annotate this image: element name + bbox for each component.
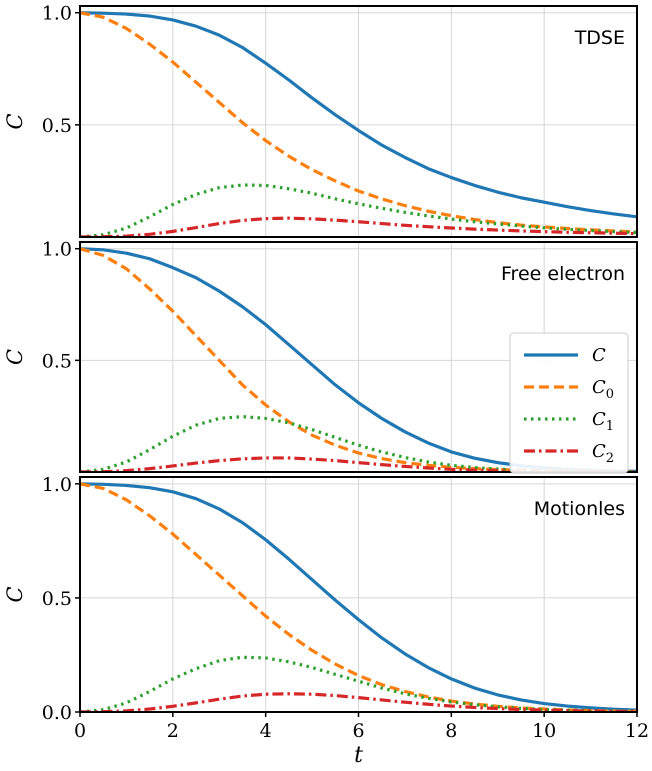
legend-label: C: [592, 345, 606, 366]
x-tick-label: 12: [625, 720, 649, 742]
y-tick-label: 1.0: [42, 239, 72, 261]
y-tick-label: 0.5: [42, 350, 72, 372]
panel-2: 1.0 0.5 0.0 C Motionles: [3, 474, 638, 724]
panel-title: TDSE: [574, 27, 625, 49]
x-tick-label: 2: [167, 720, 179, 742]
series-line-C0: [80, 11, 637, 234]
series-line-C2: [80, 456, 637, 472]
x-tick-label: 8: [445, 720, 457, 742]
series-line-C1: [80, 183, 637, 237]
y-tick-label: 1.0: [42, 474, 72, 496]
series-line-C2: [80, 692, 637, 712]
panel-title: Motionles: [534, 498, 625, 520]
x-tick-label: 0: [74, 720, 86, 742]
series-group: [80, 11, 637, 237]
series-group: [80, 482, 637, 712]
panel-1: 1.0 0.5 C Free electron: [3, 239, 638, 473]
y-axis-label: C: [3, 586, 27, 602]
panel-frame: [79, 5, 638, 238]
legend-label-subscript: 2: [606, 451, 614, 466]
y-tick-label: 0.5: [42, 588, 72, 610]
y-tick-label: 0.5: [42, 115, 72, 137]
y-axis-label: C: [3, 349, 27, 365]
series-line-C2: [80, 216, 637, 237]
series-line-C0: [80, 247, 637, 472]
x-tick-label: 6: [352, 720, 364, 742]
legend-label-subscript: 1: [606, 419, 614, 434]
series-line-C0: [80, 482, 637, 712]
y-tick-label: 0.0: [42, 702, 72, 724]
series-line-C1: [80, 655, 637, 712]
x-tick-label: 4: [260, 720, 272, 742]
y-axis-label: C: [3, 113, 27, 129]
x-tick-label: 10: [532, 720, 556, 742]
panel-title: Free electron: [501, 263, 625, 285]
x-axis-label: t: [354, 743, 363, 768]
panel-0: 1.0 0.5 C TDSE: [3, 3, 638, 238]
series-line-C: [80, 482, 637, 712]
panel-frame: [79, 241, 638, 473]
legend-label-subscript: 0: [606, 387, 614, 402]
series-line-C: [80, 11, 637, 219]
y-tick-label: 1.0: [42, 3, 72, 25]
legend-box: [509, 332, 629, 474]
